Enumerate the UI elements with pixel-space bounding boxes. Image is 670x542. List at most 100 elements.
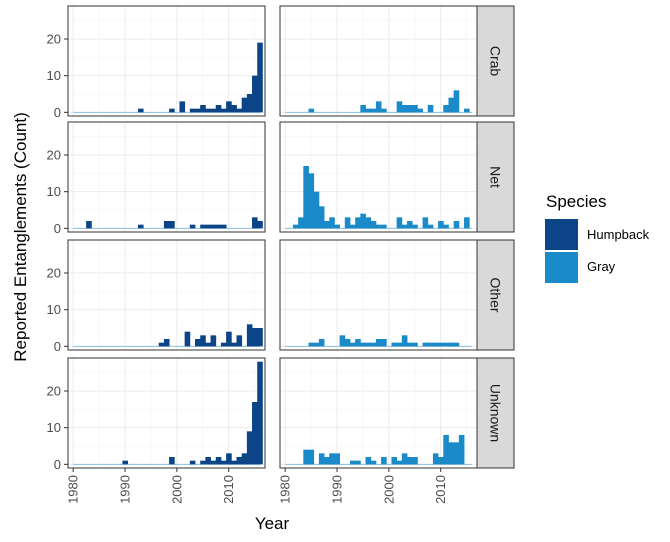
strip-label-crab: Crab xyxy=(488,46,504,77)
y-axis-title: Reported Entanglements (Count) xyxy=(11,112,30,361)
bar-crab-gray-1997 xyxy=(370,108,377,113)
bar-net-gray-1994 xyxy=(355,217,361,229)
bar-net-gray-2008 xyxy=(427,224,434,229)
legend-swatch-humpback xyxy=(545,219,578,250)
bar-other-humpback-2004 xyxy=(195,339,201,347)
strip-net: Net xyxy=(476,121,515,233)
strip-background xyxy=(476,357,515,469)
bar-net-gray-1982 xyxy=(292,224,299,229)
x-tick-label: 2010 xyxy=(433,475,448,504)
x-axis: 1980 1990 2000 2010 1980 1990 2000 2010 xyxy=(66,468,448,504)
bar-crab-gray-2012 xyxy=(448,97,455,113)
bar-unknown-gray-1997 xyxy=(370,460,377,465)
y-tick-label: 20 xyxy=(47,266,61,281)
bar-net-humpback-1999 xyxy=(169,221,175,229)
bar-unknown-humpback-2006 xyxy=(205,457,211,465)
facet-strips: Crab Net Other Unknown xyxy=(476,5,515,469)
bar-net-gray-1985 xyxy=(308,173,315,229)
panel-border xyxy=(67,357,266,469)
strip-background xyxy=(476,121,515,233)
bar-crab-humpback-2016 xyxy=(257,42,263,113)
bar-other-humpback-2016 xyxy=(257,328,263,347)
bar-net-gray-1993 xyxy=(349,224,356,229)
panel-background xyxy=(68,6,265,116)
bar-net-humpback-1983 xyxy=(86,221,92,229)
bar-other-humpback-2014 xyxy=(246,324,253,347)
panel-border xyxy=(67,239,266,351)
bar-net-humpback-2003 xyxy=(189,224,196,229)
bar-crab-humpback-2011 xyxy=(231,105,237,113)
bar-net-gray-1995 xyxy=(360,213,366,229)
bar-net-humpback-2008 xyxy=(215,224,222,229)
bar-net-gray-2010 xyxy=(438,221,444,229)
x-tick-label: 1980 xyxy=(278,475,293,504)
bar-unknown-humpback-2015 xyxy=(252,402,258,465)
bar-crab-humpback-2012 xyxy=(236,108,243,113)
bar-other-gray-1991 xyxy=(339,335,346,347)
bar-other-gray-1998 xyxy=(375,339,382,347)
x-tick-label: 1990 xyxy=(118,475,133,504)
bar-net-humpback-1998 xyxy=(163,221,170,229)
y-axis: 0 10 20 0 10 20 0 10 20 0 10 20 xyxy=(47,32,68,472)
bar-crab-gray-1996 xyxy=(365,108,372,113)
y-tick-label: 10 xyxy=(47,184,61,199)
bar-other-gray-2002 xyxy=(396,342,403,347)
bar-net-gray-1983 xyxy=(298,217,304,229)
bar-unknown-humpback-2003 xyxy=(189,460,196,465)
panel-other-humpback xyxy=(67,239,266,351)
y-tick-label: 10 xyxy=(47,68,61,83)
bar-other-gray-1987 xyxy=(318,339,325,347)
bar-crab-humpback-2007 xyxy=(210,108,217,113)
bar-unknown-gray-1985 xyxy=(308,449,315,465)
y-tick-label: 20 xyxy=(47,32,61,47)
bar-crab-gray-2011 xyxy=(443,105,449,113)
bar-other-gray-2009 xyxy=(432,342,439,347)
bar-unknown-humpback-2012 xyxy=(236,457,243,465)
bar-unknown-humpback-2008 xyxy=(215,457,222,465)
bar-unknown-gray-1996 xyxy=(365,457,372,465)
bar-other-humpback-2011 xyxy=(231,342,237,347)
bar-net-gray-1987 xyxy=(318,206,325,229)
bar-unknown-humpback-2011 xyxy=(231,460,237,465)
strip-label-net: Net xyxy=(488,166,504,188)
bar-other-humpback-2006 xyxy=(205,342,211,347)
strip-crab: Crab xyxy=(476,5,515,117)
bar-other-humpback-2012 xyxy=(236,335,243,347)
strip-label-other: Other xyxy=(488,277,504,312)
strip-background xyxy=(476,5,515,117)
bar-other-gray-1999 xyxy=(381,339,387,347)
bar-net-gray-2004 xyxy=(407,221,413,229)
bar-net-humpback-2015 xyxy=(252,217,258,229)
bar-unknown-gray-1999 xyxy=(381,457,387,465)
panel-crab-gray xyxy=(279,5,478,117)
panel-border xyxy=(67,5,266,117)
bar-unknown-gray-1987 xyxy=(318,453,325,465)
strip-label-unknown: Unknown xyxy=(488,384,504,442)
bar-net-gray-2015 xyxy=(464,217,470,229)
bar-net-gray-1989 xyxy=(329,217,335,229)
bar-crab-humpback-2013 xyxy=(241,97,248,113)
y-tick-label: 0 xyxy=(54,105,61,120)
bar-net-gray-2013 xyxy=(453,221,460,229)
y-tick-label: 20 xyxy=(47,384,61,399)
bar-unknown-gray-2012 xyxy=(448,442,455,465)
bar-other-gray-2001 xyxy=(391,342,398,347)
bar-net-gray-1996 xyxy=(365,217,372,229)
legend-label-gray: Gray xyxy=(587,259,616,274)
panel-crab-humpback xyxy=(67,5,266,117)
bar-unknown-gray-2014 xyxy=(458,435,465,465)
bar-unknown-humpback-2016 xyxy=(257,361,263,465)
bar-net-gray-1986 xyxy=(313,191,320,229)
panel-net-gray xyxy=(279,121,478,233)
bar-unknown-humpback-2014 xyxy=(246,431,253,465)
panel-unknown-gray xyxy=(279,357,478,469)
bar-crab-gray-2006 xyxy=(417,108,423,113)
bar-other-humpback-2010 xyxy=(226,331,232,347)
x-axis-title: Year xyxy=(255,514,290,533)
y-tick-label: 0 xyxy=(54,339,61,354)
bar-other-gray-1997 xyxy=(370,342,377,347)
bar-net-gray-1992 xyxy=(344,217,351,229)
bar-net-gray-1999 xyxy=(381,224,387,229)
bar-net-humpback-2009 xyxy=(220,224,227,229)
